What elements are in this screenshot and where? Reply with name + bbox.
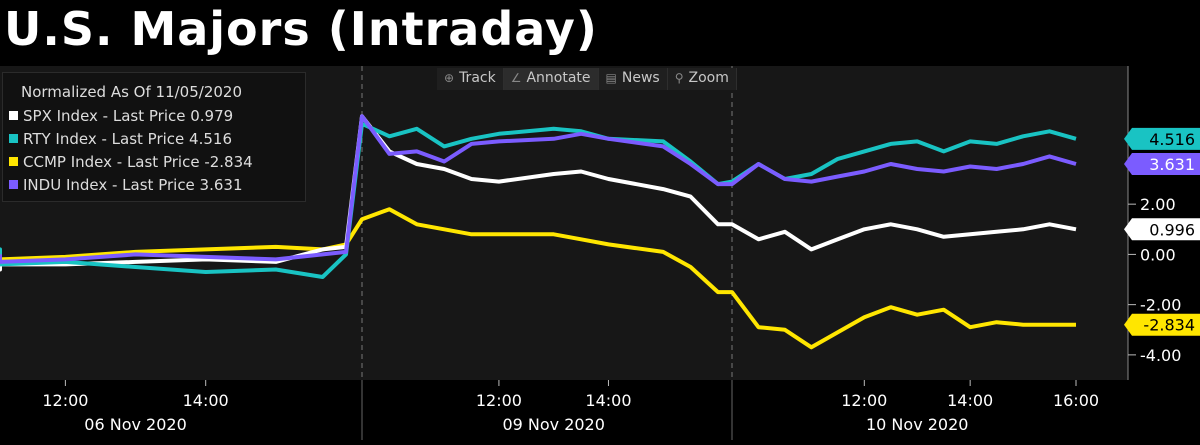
y-tick-label: 0.00 bbox=[1140, 245, 1176, 264]
news-label: News bbox=[621, 70, 660, 86]
y-axis: 2.00 0.00 -2.00 -4.00 bbox=[1128, 195, 1181, 365]
chart-toolbar: ⊕ Track ∠ Annotate ▤ News ⚲ Zoom bbox=[437, 68, 737, 90]
x-date-label: 09 Nov 2020 bbox=[502, 415, 604, 434]
legend-entry-label: INDU Index - Last Price 3.631 bbox=[23, 176, 243, 194]
y-tick-label: -4.00 bbox=[1140, 346, 1181, 365]
legend-entry-ccmp[interactable]: CCMP Index - Last Price -2.834 bbox=[9, 153, 253, 171]
last-value-label: 3.631 bbox=[1149, 155, 1195, 174]
series-group bbox=[0, 114, 1077, 350]
legend-entry-label: RTY Index - Last Price 4.516 bbox=[23, 130, 232, 148]
zoom-button[interactable]: ⚲ Zoom bbox=[668, 68, 737, 90]
legend-entry-spx[interactable]: SPX Index - Last Price 0.979 bbox=[9, 107, 233, 125]
x-date-label: 10 Nov 2020 bbox=[866, 415, 968, 434]
legend-swatch bbox=[9, 134, 18, 143]
series-line bbox=[0, 207, 1076, 350]
last-value-tag bbox=[1124, 152, 1200, 175]
annotate-label: Annotate bbox=[526, 70, 591, 86]
annotate-button[interactable]: ∠ Annotate bbox=[503, 68, 599, 90]
news-button[interactable]: ▤ News bbox=[599, 68, 668, 90]
legend-header: Normalized As Of 11/05/2020 bbox=[21, 83, 242, 101]
x-date-label: 06 Nov 2020 bbox=[84, 415, 186, 434]
legend-entry-label: CCMP Index - Last Price -2.834 bbox=[23, 153, 253, 171]
series-line bbox=[0, 114, 1077, 272]
x-tick-label: 14:00 bbox=[947, 391, 993, 410]
legend-entry-indu[interactable]: INDU Index - Last Price 3.631 bbox=[9, 176, 243, 194]
magnifier-icon: ⚲ bbox=[674, 71, 684, 85]
crosshair-icon: ⊕ bbox=[444, 71, 455, 85]
x-tick-label: 12:00 bbox=[42, 391, 88, 410]
zoom-label: Zoom bbox=[688, 70, 729, 86]
last-value-label: -2.834 bbox=[1143, 316, 1195, 335]
x-tick-label: 16:00 bbox=[1053, 391, 1099, 410]
legend-swatch bbox=[9, 180, 18, 189]
legend-entry-rty[interactable]: RTY Index - Last Price 4.516 bbox=[9, 130, 232, 148]
legend-entry-label: SPX Index - Last Price 0.979 bbox=[23, 107, 234, 125]
last-value-tag bbox=[1124, 218, 1200, 241]
x-tick-label: 14:00 bbox=[183, 391, 229, 410]
chart-title: U.S. Majors (Intraday) bbox=[4, 2, 598, 56]
track-label: Track bbox=[459, 70, 496, 86]
pencil-icon: ∠ bbox=[510, 71, 522, 85]
last-value-tag bbox=[1124, 313, 1200, 336]
y-tick-label: 2.00 bbox=[1140, 195, 1176, 214]
x-tick-label: 12:00 bbox=[841, 391, 887, 410]
last-value-label: 4.516 bbox=[1149, 130, 1195, 149]
news-icon: ▤ bbox=[605, 71, 617, 85]
x-tick-label: 14:00 bbox=[585, 391, 631, 410]
last-value-label: 0.996 bbox=[1149, 220, 1195, 239]
x-tick-label: 12:00 bbox=[476, 391, 522, 410]
x-axis: 12:00 14:00 06 Nov 2020 12:00 14:00 09 Nov 20… bbox=[42, 380, 1099, 434]
series-line bbox=[0, 114, 1077, 264]
legend-swatch bbox=[9, 157, 18, 166]
x-axis-band bbox=[0, 380, 1200, 445]
track-button[interactable]: ⊕ Track bbox=[437, 68, 504, 90]
y-tick-label: -2.00 bbox=[1140, 296, 1181, 315]
last-value-labels: 0.996 4.516 -2.834 3.631 bbox=[1124, 127, 1200, 336]
chart-legend: Normalized As Of 11/05/2020 SPX Index - … bbox=[2, 72, 306, 202]
legend-swatch bbox=[9, 111, 18, 120]
last-value-tag bbox=[1124, 127, 1200, 150]
